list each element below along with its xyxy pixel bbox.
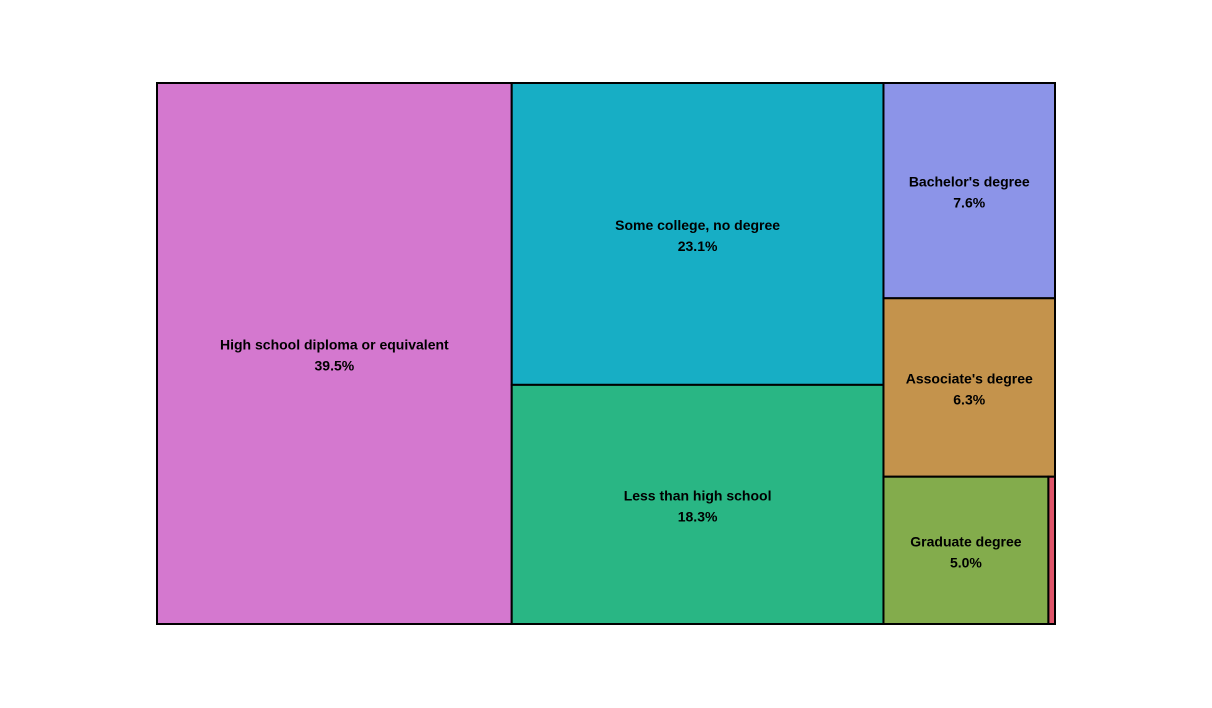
cell-value-label: 5.0% xyxy=(950,554,982,570)
cell-value-label: 18.3% xyxy=(678,508,718,524)
cell-value-label: 39.5% xyxy=(315,358,355,374)
treemap-cell[interactable] xyxy=(882,297,1056,478)
treemap-cells xyxy=(156,82,1057,625)
cell-category-label: Some college, no degree xyxy=(615,217,780,233)
cell-category-label: Associate's degree xyxy=(906,370,1033,386)
cell-value-label: 7.6% xyxy=(953,195,985,211)
treemap-cell[interactable] xyxy=(882,82,1056,300)
treemap-cell[interactable] xyxy=(510,383,885,625)
cell-category-label: Graduate degree xyxy=(910,533,1021,549)
cell-category-label: Less than high school xyxy=(624,487,772,503)
treemap-cell[interactable] xyxy=(156,82,513,625)
treemap-cell[interactable] xyxy=(1047,475,1057,625)
cell-category-label: High school diploma or equivalent xyxy=(220,337,449,353)
cell-category-label: Bachelor's degree xyxy=(909,174,1030,190)
treemap-cell[interactable] xyxy=(510,82,885,386)
cell-value-label: 6.3% xyxy=(953,391,985,407)
cell-value-label: 23.1% xyxy=(678,238,718,254)
treemap-labels: High school diploma or equivalent 39.5% So… xyxy=(220,174,1033,571)
treemap-cell[interactable] xyxy=(882,475,1050,625)
